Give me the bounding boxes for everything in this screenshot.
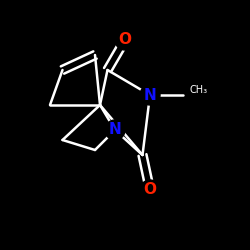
Circle shape <box>140 85 160 105</box>
Circle shape <box>140 180 160 200</box>
Text: O: O <box>144 182 156 198</box>
Text: O: O <box>118 32 132 48</box>
Text: N: N <box>108 122 122 138</box>
Text: N: N <box>144 88 156 102</box>
Circle shape <box>115 30 135 50</box>
Circle shape <box>105 120 125 140</box>
Text: CH₃: CH₃ <box>190 85 208 95</box>
